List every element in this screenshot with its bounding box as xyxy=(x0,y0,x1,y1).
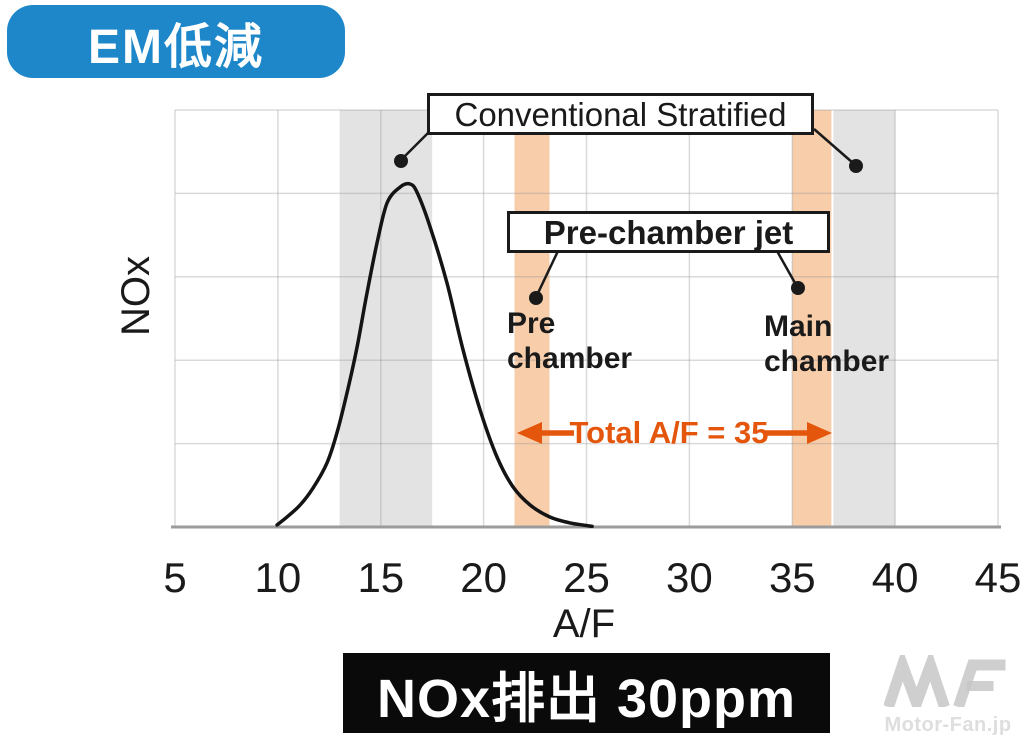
conventional-stratified-label: Conventional Stratified xyxy=(454,95,787,133)
main-chamber-af-band xyxy=(792,110,832,527)
pre-chamber-line1: Pre xyxy=(507,307,556,340)
pre-chamber-line2: chamber xyxy=(507,342,633,375)
x-tick-35: 35 xyxy=(768,554,816,601)
x-tick-10: 10 xyxy=(254,554,302,601)
y-axis-label: NOx xyxy=(114,256,158,336)
pre-chamber-annotation: Pre chamber xyxy=(507,306,632,376)
watermark-text: Motor-Fan.jp xyxy=(884,714,1012,736)
x-axis-tick-labels: 5 10 15 20 25 30 35 40 45 xyxy=(0,556,1024,606)
em-reduction-badge: EM低減 xyxy=(7,5,345,78)
main-chamber-callout-line xyxy=(775,250,797,284)
x-tick-20: 20 xyxy=(460,554,507,601)
pre-chamber-callout-line xyxy=(536,250,560,294)
x-tick-40: 40 xyxy=(871,554,919,601)
total-af-arrow-right-head xyxy=(807,422,832,444)
pre-chamber-jet-label-box: Pre-chamber jet xyxy=(507,211,830,253)
x-tick-15: 15 xyxy=(357,554,405,601)
main-chamber-annotation: Main chamber xyxy=(764,309,889,379)
stratified-callout-dot xyxy=(849,159,863,173)
nox-result-text: NOx排出 30ppm xyxy=(376,668,797,729)
conventional-callout-line xyxy=(402,130,431,159)
x-tick-30: 30 xyxy=(666,554,713,601)
x-tick-5: 5 xyxy=(163,554,187,601)
x-tick-25: 25 xyxy=(563,554,610,601)
nox-curve xyxy=(275,181,594,529)
em-reduction-badge-label: EM低減 xyxy=(87,20,264,74)
pre-chamber-callout-dot xyxy=(529,291,543,305)
pre-chamber-jet-label: Pre-chamber jet xyxy=(543,213,794,251)
motor-fan-watermark: Motor-Fan.jp xyxy=(880,648,1016,737)
main-chamber-callout-dot xyxy=(791,281,805,295)
conventional-stratified-label-box: Conventional Stratified xyxy=(427,93,814,135)
total-af-arrow-left-head xyxy=(517,422,542,444)
motor-fan-logo-icon xyxy=(883,648,1006,719)
pre-chamber-af-band xyxy=(514,110,550,527)
stratified-callout-line xyxy=(813,128,854,164)
x-axis-label: A/F xyxy=(552,602,616,646)
main-chamber-line2: chamber xyxy=(764,345,890,378)
conventional-rich-band xyxy=(339,110,433,527)
conventional-callout-dot xyxy=(394,154,408,168)
main-chamber-line1: Main xyxy=(764,310,833,343)
total-af-annotation: Total A/F = 35 xyxy=(569,415,769,450)
stratified-lean-band xyxy=(833,110,896,527)
nox-result-banner: NOx排出 30ppm xyxy=(343,653,830,733)
x-tick-45: 45 xyxy=(974,554,1022,601)
